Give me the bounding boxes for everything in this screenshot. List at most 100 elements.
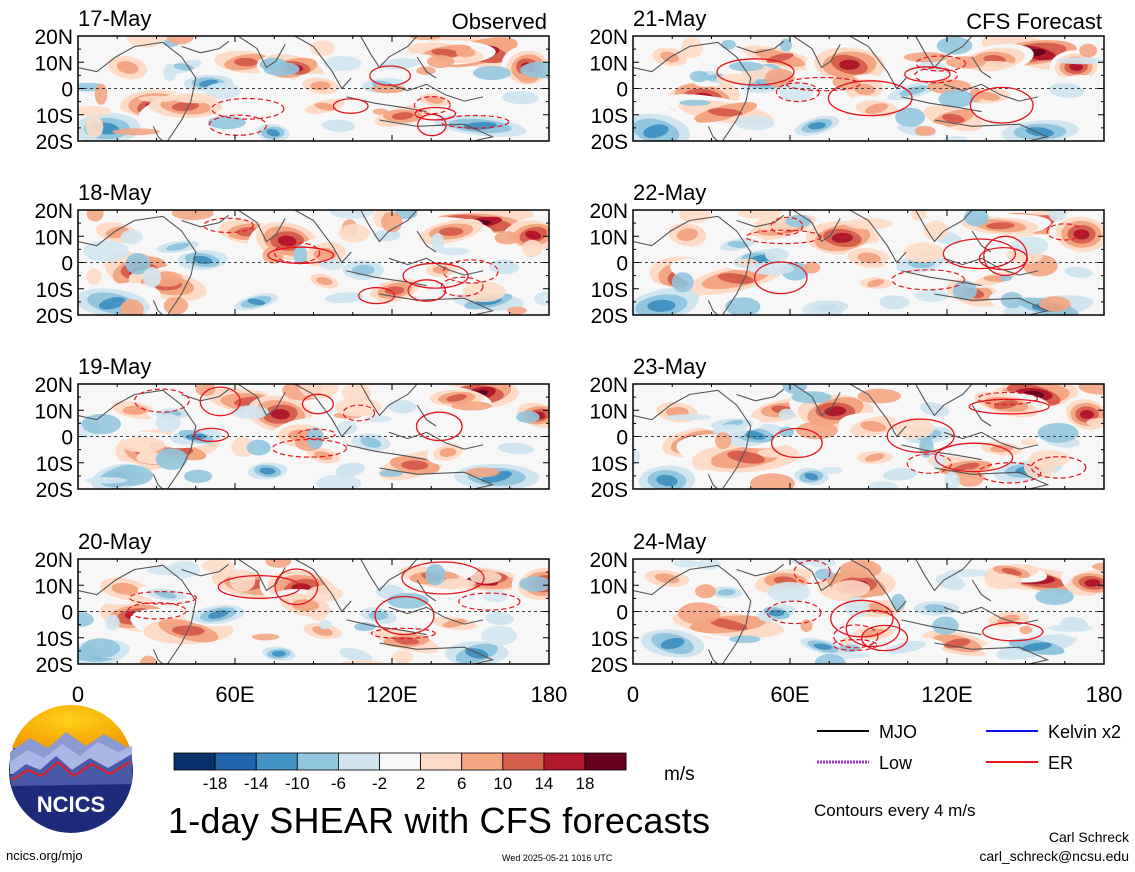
lon-tick-label: 60E	[215, 682, 254, 707]
lat-tick-label: 20N	[34, 200, 73, 223]
colorbar-swatch	[296, 752, 339, 771]
colorbar-tick-label: 6	[457, 774, 466, 793]
colorbar-swatch	[255, 752, 298, 771]
panel-date: 19-May	[78, 354, 151, 379]
lat-tick-label: 20N	[34, 549, 73, 572]
lat-tick-label: 0	[61, 427, 73, 450]
colorbar-swatch	[502, 752, 545, 771]
lat-tick-label: 20N	[589, 374, 628, 397]
panel-date: 21-May	[633, 6, 706, 31]
colorbar-swatch	[379, 752, 421, 771]
ncics-logo: NCICS	[9, 705, 133, 833]
colorbar-tick-label: -14	[244, 774, 269, 793]
author-block: Carl Schreck carl_schreck@ncsu.edu	[979, 828, 1129, 866]
lat-tick-label: 0	[616, 602, 628, 625]
lat-tick-label: 20N	[34, 374, 73, 397]
lat-tick-label: 10N	[34, 52, 73, 75]
panel-date: 23-May	[633, 354, 706, 379]
lat-tick-label: 20S	[591, 479, 628, 502]
lat-tick-label: 0	[61, 602, 73, 625]
timestamp: Wed 2025-05-21 1016 UTC	[502, 853, 613, 863]
lat-tick-label: 0	[61, 79, 73, 102]
colorbar: -18 -14 -10 -6 -2 2 6 10 14 18	[173, 752, 627, 793]
colorbar-tick-label: -2	[372, 774, 387, 793]
lat-tick-label: 20S	[591, 305, 628, 328]
author-email: carl_schreck@ncsu.edu	[979, 848, 1129, 864]
map-panel-22-May: 20N 10N 0 10S 20S 22-May	[589, 180, 1105, 328]
lat-tick-label: 10S	[36, 628, 73, 651]
legend-label: ER	[1048, 753, 1073, 773]
colorbar-tick-label: -6	[331, 774, 346, 793]
lat-tick-label: 10S	[36, 453, 73, 476]
panel-date: 22-May	[633, 180, 706, 205]
colorbar-tick-label: 18	[576, 774, 595, 793]
colorbar-tick-label: -10	[285, 774, 310, 793]
colorbar-tick-label: 14	[534, 774, 553, 793]
lat-tick-label: 10S	[591, 105, 628, 128]
column-label: Observed	[452, 9, 547, 34]
map-panel-21-May: 20N 10N 0 10S 20S 21-May CFS Forecast	[589, 6, 1105, 154]
column-label: CFS Forecast	[966, 9, 1102, 34]
colorbar-swatch	[173, 752, 216, 771]
lat-tick-label: 10N	[34, 400, 73, 423]
lat-tick-label: 10N	[589, 400, 628, 423]
lat-tick-label: 20N	[34, 26, 73, 49]
lat-tick-label: 10S	[36, 279, 73, 302]
map-panel-19-May: 20N 10N 0 10S 20S 19-May	[34, 354, 550, 502]
lat-tick-label: 20S	[591, 131, 628, 154]
lat-tick-label: 0	[61, 253, 73, 276]
colorbar-tick-label: 2	[416, 774, 425, 793]
lat-tick-label: 10N	[589, 575, 628, 598]
lon-tick-label: 120E	[921, 682, 972, 707]
panel-date: 17-May	[78, 6, 151, 31]
lat-tick-label: 0	[616, 427, 628, 450]
colorbar-swatch	[461, 752, 504, 771]
lon-tick-label: 180	[531, 682, 568, 707]
lat-tick-label: 10N	[589, 52, 628, 75]
colorbar-tick-label: 10	[493, 774, 512, 793]
lon-tick-label: 120E	[366, 682, 417, 707]
map-panel-17-May: 20N 10N 0 10S 20S 17-May Observed	[34, 6, 550, 154]
source-url: ncics.org/mjo	[6, 848, 83, 863]
lat-tick-label: 0	[616, 79, 628, 102]
lat-tick-label: 20N	[589, 200, 628, 223]
lat-tick-label: 20N	[589, 26, 628, 49]
map-panel-23-May: 20N 10N 0 10S 20S 23-May	[589, 354, 1105, 502]
colorbar-swatch	[337, 752, 380, 771]
lat-tick-label: 20N	[589, 549, 628, 572]
lon-tick-label: 60E	[770, 682, 809, 707]
lat-tick-label: 20S	[36, 479, 73, 502]
map-panel-24-May: 20N 10N 0 10S 20S 24-May 0 60E 120E 180	[589, 529, 1123, 707]
author-name: Carl Schreck	[1048, 829, 1129, 845]
legend: MJO Kelvin x2 Low ER	[817, 722, 1121, 773]
lat-tick-label: 20S	[591, 654, 628, 677]
lat-tick-label: 10S	[591, 279, 628, 302]
legend-label: MJO	[879, 722, 917, 742]
lat-tick-label: 10N	[34, 226, 73, 249]
lat-tick-label: 20S	[36, 131, 73, 154]
lat-tick-label: 20S	[36, 305, 73, 328]
panel-date: 18-May	[78, 180, 151, 205]
colorbar-units: m/s	[664, 764, 695, 785]
colorbar-swatch	[543, 752, 586, 771]
panel-date: 24-May	[633, 529, 706, 554]
colorbar-swatch	[584, 752, 627, 771]
lon-tick-label: 180	[1086, 682, 1123, 707]
lat-tick-label: 0	[616, 253, 628, 276]
colorbar-tick-label: -18	[203, 774, 228, 793]
panel-date: 20-May	[78, 529, 151, 554]
figure-title: 1-day SHEAR with CFS forecasts	[168, 800, 711, 841]
lat-tick-label: 10N	[589, 226, 628, 249]
map-panel-18-May: 20N 10N 0 10S 20S 18-May	[34, 180, 550, 328]
legend-label: Kelvin x2	[1048, 722, 1121, 742]
colorbar-swatch	[214, 752, 257, 771]
lat-tick-label: 10S	[591, 628, 628, 651]
lat-tick-label: 10N	[34, 575, 73, 598]
lat-tick-label: 10S	[36, 105, 73, 128]
logo-text: NCICS	[37, 792, 105, 817]
map-panel-20-May: 20N 10N 0 10S 20S 20-May 0 60E 120E 180	[34, 529, 568, 707]
lat-tick-label: 20S	[36, 654, 73, 677]
lon-tick-label: 0	[627, 682, 639, 707]
contour-note: Contours every 4 m/s	[814, 801, 976, 820]
